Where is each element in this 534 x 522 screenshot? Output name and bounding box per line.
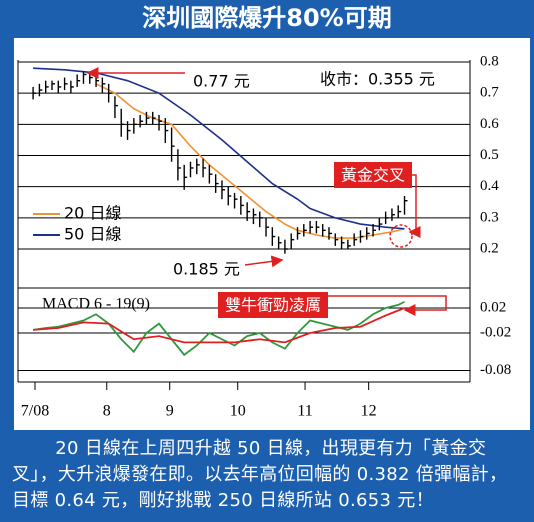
label-box (334, 162, 412, 188)
annotation: 黃金交叉 (341, 166, 405, 185)
x-tick-label: 9 (166, 403, 174, 420)
connector (408, 174, 421, 238)
x-tick-label: 12 (361, 403, 377, 420)
y-tick-label: 0.4 (480, 178, 499, 194)
highlight (389, 224, 413, 248)
legend-label: 50 日線 (64, 225, 121, 244)
chart-title: 深圳國際爆升80%可期 (142, 4, 391, 32)
annotation: 0.185 元 (173, 260, 240, 279)
panel-title: MACD 6 - 19(9) (42, 296, 150, 313)
annotation: 收市：0.355 元 (320, 70, 435, 89)
x-tick-label: 10 (230, 403, 246, 420)
chart: 深圳國際爆升80%可期 0.2 0.3 0.4 0.5 0.6 0.7 0.8 0.02 -0.… (0, 0, 534, 430)
ma-line (33, 307, 405, 344)
ma-line (95, 83, 405, 239)
ma-line (33, 67, 405, 230)
x-tick-label: 11 (297, 403, 312, 420)
x-tick-label: 7/08 (21, 403, 49, 420)
annotation: 雙牛衝勁凌厲 (225, 296, 321, 315)
arrow (244, 255, 284, 268)
caption: 20 日線在上周四升越 50 日線，出現更有力「黃金交叉」，大升浪爆發在即。以去… (12, 438, 508, 511)
y-tick-label: -0.02 (480, 324, 511, 340)
y-tick-label: 0.02 (480, 299, 506, 315)
annotation: 0.77 元 (193, 72, 250, 91)
y-tick-label: 0.6 (480, 116, 499, 132)
x-tick-label: 8 (103, 403, 111, 420)
label-box (218, 292, 328, 318)
y-tick-label: 0.2 (480, 240, 499, 256)
y-tick-label: 0.5 (480, 147, 499, 163)
header-bg (0, 0, 534, 36)
y-tick-label: 0.3 (480, 209, 499, 225)
y-tick-label: 0.7 (480, 85, 499, 101)
y-tick-label: 0.8 (480, 53, 499, 69)
y-tick-label: -0.08 (480, 362, 511, 378)
legend-label: 20 日線 (64, 204, 121, 223)
ma-line (32, 300, 405, 357)
connector (328, 295, 447, 316)
